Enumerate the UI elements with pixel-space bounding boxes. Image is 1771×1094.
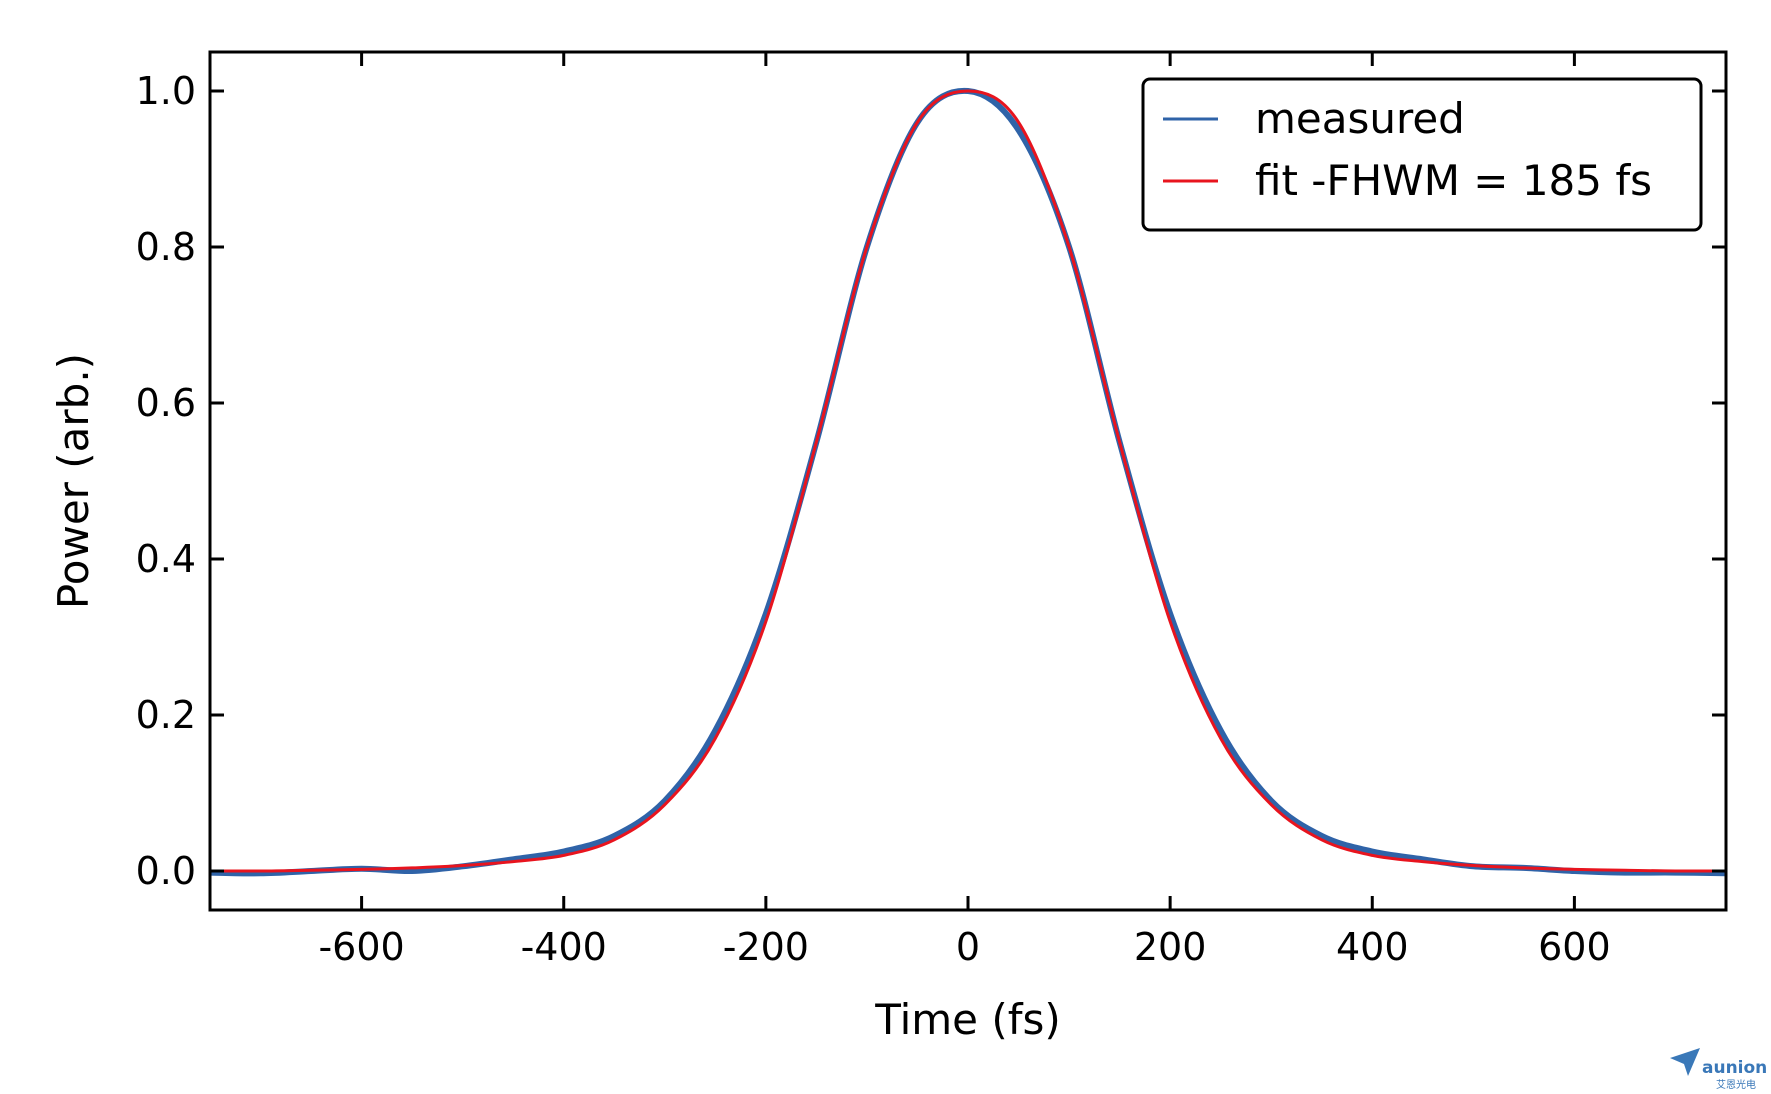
legend-box: [1141, 77, 1703, 232]
watermark-subtext: 艾恩光电: [1716, 1078, 1756, 1091]
y-tick-label: 0.6: [136, 381, 196, 425]
x-axis-label: Time (fs): [874, 995, 1061, 1044]
x-tick-label: 0: [956, 925, 980, 969]
axis-tick-labels: -600 -400 -200 0 200 400 600 0.0 0.2 0.4 0.6 0.8 1.0: [136, 69, 1611, 969]
legend: measured fit -FHWM = 185 fs: [1141, 77, 1703, 232]
watermark-logo: aunion 艾恩光电: [1670, 1048, 1767, 1091]
plot-area: [210, 87, 1726, 877]
y-tick-label: 0.2: [136, 693, 196, 737]
axis-ticks: [210, 52, 1726, 910]
x-tick-label: 400: [1336, 925, 1409, 969]
x-tick-label: -600: [318, 925, 404, 969]
x-tick-label: -400: [521, 925, 607, 969]
legend-label-measured: measured: [1255, 94, 1465, 143]
y-tick-label: 0.8: [136, 225, 196, 269]
y-axis-label: Power (arb.): [49, 353, 98, 609]
y-tick-label: 0.4: [136, 537, 196, 581]
y-tick-label: 1.0: [136, 69, 196, 113]
x-tick-label: -200: [723, 925, 809, 969]
x-tick-label: 600: [1538, 925, 1611, 969]
paper-plane-icon: [1670, 1048, 1700, 1076]
watermark-brand: aunion: [1702, 1058, 1767, 1078]
x-tick-label: 200: [1134, 925, 1207, 969]
series-line-fit: [210, 89, 1726, 873]
legend-label-fit: fit -FHWM = 185 fs: [1255, 156, 1652, 205]
y-tick-label: 0.0: [136, 849, 196, 893]
